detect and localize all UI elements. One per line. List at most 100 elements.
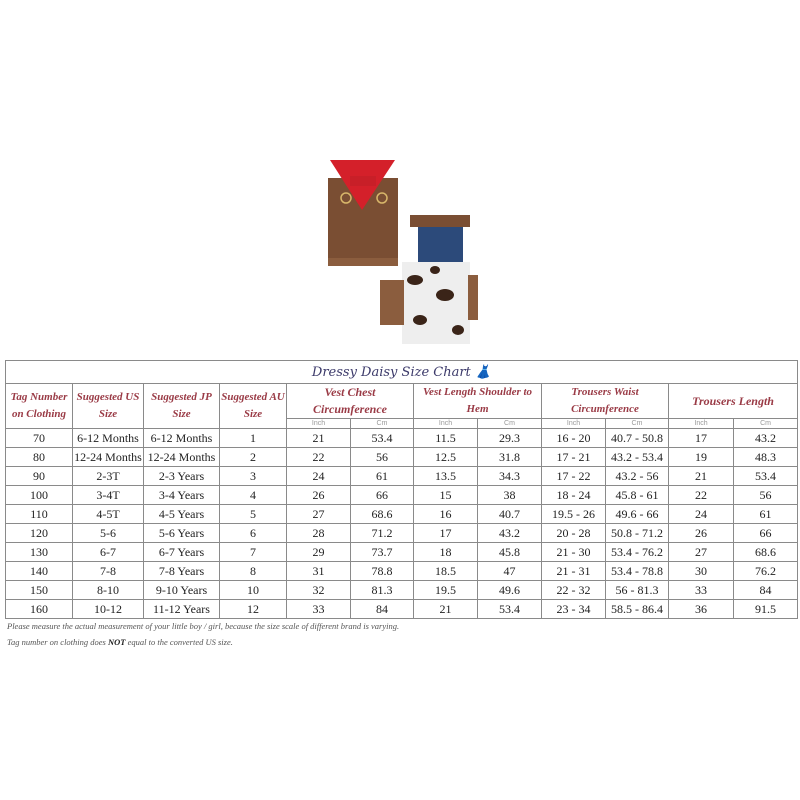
table-cell: 61 — [350, 466, 414, 486]
table-cell: 5-6 — [72, 523, 144, 543]
table-cell: 8-10 — [72, 580, 144, 600]
table-cell: 5-6 Years — [143, 523, 220, 543]
table-cell: 21 — [286, 428, 351, 448]
table-cell: 3-4T — [72, 485, 144, 505]
table-cell: 76.2 — [732, 561, 799, 581]
table-cell: 29.3 — [477, 428, 542, 448]
table-cell: 22 — [286, 447, 351, 467]
header-vest-length: Vest Length Shoulder to Hem — [413, 383, 542, 419]
table-cell: 21 - 31 — [541, 561, 606, 581]
table-cell: 36 — [668, 599, 734, 619]
table-row: 80 12-24 Months 12-24 Months 2 22 56 12.5 31.8 1… — [5, 447, 799, 467]
table-cell: 160 — [5, 599, 73, 619]
table-cell: 27 — [286, 504, 351, 524]
table-cell: 19.5 — [413, 580, 478, 600]
table-row: 160 10-12 11-12 Years 12 33 84 21 53.4 23 - 34 58… — [5, 599, 799, 619]
table-cell: 58.5 - 86.4 — [605, 599, 669, 619]
table-cell: 6 — [219, 523, 287, 543]
table-cell: 53.4 — [350, 428, 414, 448]
table-cell: 8 — [219, 561, 287, 581]
table-cell: 49.6 - 66 — [605, 504, 669, 524]
table-cell: 53.4 — [477, 599, 542, 619]
table-row: 70 6-12 Months 6-12 Months 1 21 53.4 11.5 29.3 1… — [5, 428, 799, 448]
table-cell: 140 — [5, 561, 73, 581]
table-cell: 10 — [219, 580, 287, 600]
table-cell: 6-12 Months — [143, 428, 220, 448]
table-cell: 32 — [286, 580, 351, 600]
table-cell: 34.3 — [477, 466, 542, 486]
table-cell: 19 — [668, 447, 734, 467]
table-cell: 47 — [477, 561, 542, 581]
unit-cm: Cm — [605, 418, 669, 429]
dress-icon: 👗 — [474, 364, 492, 380]
table-cell: 10-12 — [72, 599, 144, 619]
table-cell: 2-3 Years — [143, 466, 220, 486]
table-cell: 33 — [286, 599, 351, 619]
table-cell: 43.2 — [732, 428, 799, 448]
table-cell: 130 — [5, 542, 73, 562]
table-row: 120 5-6 5-6 Years 6 28 71.2 17 43.2 20 - 28 50.8 … — [5, 523, 799, 543]
table-cell: 24 — [286, 466, 351, 486]
header-trousers-waist: Trousers Waist Circumference — [541, 383, 669, 419]
table-cell: 38 — [477, 485, 542, 505]
unit-cm: Cm — [732, 418, 799, 429]
table-cell: 71.2 — [350, 523, 414, 543]
header-us-size: Suggested US Size — [72, 383, 144, 429]
table-cell: 27 — [668, 542, 734, 562]
table-cell: 12.5 — [413, 447, 478, 467]
table-cell: 7-8 Years — [143, 561, 220, 581]
table-cell: 49.6 — [477, 580, 542, 600]
table-cell: 12-24 Months — [72, 447, 144, 467]
chart-title: Dressy Daisy Size Chart 👗 — [4, 360, 799, 384]
table-cell: 20 - 28 — [541, 523, 606, 543]
table-cell: 16 — [413, 504, 478, 524]
table-cell: 4-5T — [72, 504, 144, 524]
header-au-size: Suggested AU Size — [219, 383, 287, 429]
table-cell: 50.8 - 71.2 — [605, 523, 669, 543]
table-cell: 12 — [219, 599, 287, 619]
table-cell: 45.8 — [477, 542, 542, 562]
table-cell: 43.2 - 56 — [605, 466, 669, 486]
table-cell: 22 — [668, 485, 734, 505]
table-cell: 48.3 — [732, 447, 799, 467]
table-cell: 11-12 Years — [143, 599, 220, 619]
table-cell: 1 — [219, 428, 287, 448]
table-cell: 21 — [668, 466, 734, 486]
size-chart-table: Dressy Daisy Size Chart 👗 Tag Number on … — [4, 360, 799, 619]
table-cell: 70 — [5, 428, 73, 448]
table-cell: 24 — [668, 504, 734, 524]
table-cell: 21 - 30 — [541, 542, 606, 562]
table-cell: 30 — [668, 561, 734, 581]
table-row: 150 8-10 9-10 Years 10 32 81.3 19.5 49.6 22 - 32… — [5, 580, 799, 600]
table-cell: 43.2 - 53.4 — [605, 447, 669, 467]
table-cell: 31 — [286, 561, 351, 581]
table-cell: 22 - 32 — [541, 580, 606, 600]
table-cell: 110 — [5, 504, 73, 524]
table-cell: 150 — [5, 580, 73, 600]
table-row: 110 4-5T 4-5 Years 5 27 68.6 16 40.7 19.5 - 26 49… — [5, 504, 799, 524]
unit-inch: Inch — [668, 418, 734, 429]
table-cell: 100 — [5, 485, 73, 505]
table-cell: 84 — [732, 580, 799, 600]
table-cell: 12-24 Months — [143, 447, 220, 467]
table-cell: 73.7 — [350, 542, 414, 562]
table-cell: 18.5 — [413, 561, 478, 581]
table-cell: 40.7 — [477, 504, 542, 524]
table-cell: 78.8 — [350, 561, 414, 581]
unit-inch: Inch — [286, 418, 351, 429]
table-cell: 17 - 22 — [541, 466, 606, 486]
table-cell: 6-7 — [72, 542, 144, 562]
table-cell: 33 — [668, 580, 734, 600]
table-cell: 40.7 - 50.8 — [605, 428, 669, 448]
table-cell: 53.4 - 78.8 — [605, 561, 669, 581]
cowboy-costume-product-image — [328, 160, 478, 344]
table-cell: 23 - 34 — [541, 599, 606, 619]
header-trousers-length: Trousers Length — [667, 383, 799, 419]
header-tag-number: Tag Number on Clothing — [5, 383, 73, 429]
table-cell: 2 — [219, 447, 287, 467]
table-cell: 15 — [413, 485, 478, 505]
table-row: 90 2-3T 2-3 Years 3 24 61 13.5 34.3 17 - 22 43.2 … — [5, 466, 799, 486]
table-cell: 3-4 Years — [143, 485, 220, 505]
table-cell: 9-10 Years — [143, 580, 220, 600]
table-cell: 6-12 Months — [72, 428, 144, 448]
